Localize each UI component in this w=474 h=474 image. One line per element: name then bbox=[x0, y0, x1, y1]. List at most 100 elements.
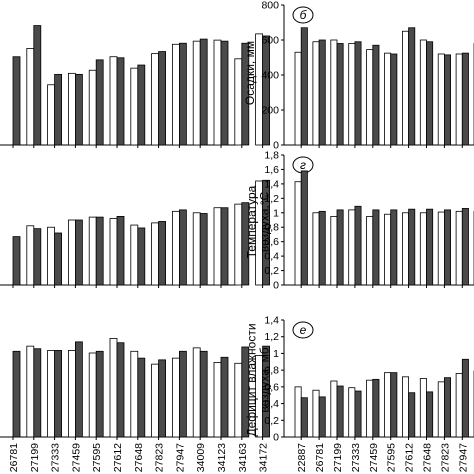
y-tick-label: 1,8 bbox=[264, 150, 279, 162]
bar-light bbox=[213, 39, 222, 146]
bar-dark bbox=[137, 64, 146, 146]
bar-light bbox=[130, 350, 139, 438]
y-tick-label: 0 bbox=[273, 432, 279, 444]
bar-dark bbox=[33, 228, 42, 286]
y-tick-label: 0,8 bbox=[264, 365, 279, 377]
bar-dark bbox=[116, 215, 125, 286]
x-tick-label: 27612 bbox=[112, 443, 124, 472]
x-tick-label: 27612 bbox=[404, 443, 416, 472]
bar-light bbox=[312, 41, 320, 146]
y-tick-label: 0,2 bbox=[264, 265, 279, 277]
bar-light bbox=[294, 386, 302, 438]
bar-light bbox=[26, 225, 35, 286]
bar-light bbox=[455, 373, 463, 438]
bar-dark bbox=[116, 57, 125, 146]
bar-dark bbox=[372, 44, 380, 146]
y-tick-label: 1,4 bbox=[264, 315, 279, 327]
x-tick-label: 27333 bbox=[350, 443, 362, 472]
bar-light bbox=[384, 52, 392, 146]
bar-dark bbox=[461, 52, 469, 146]
bar-light bbox=[130, 224, 139, 286]
bar-light bbox=[234, 58, 243, 146]
bar-light bbox=[68, 350, 76, 438]
y-tick-label: 0,8 bbox=[264, 222, 279, 234]
bar-dark bbox=[54, 232, 62, 286]
bar-light bbox=[130, 67, 139, 146]
bar-light bbox=[419, 212, 427, 286]
bar-dark bbox=[408, 208, 416, 286]
bar-dark bbox=[116, 342, 125, 438]
bar-dark bbox=[426, 391, 434, 438]
bar-light bbox=[348, 43, 356, 146]
bar-dark bbox=[354, 205, 362, 286]
bar-dark bbox=[199, 350, 208, 438]
y-tick-label: 1,2 bbox=[264, 331, 279, 343]
bar-light bbox=[213, 207, 222, 286]
bar-dark bbox=[137, 227, 146, 286]
bar-light bbox=[348, 209, 356, 286]
x-tick-label: 27459 bbox=[70, 443, 82, 472]
bar-dark bbox=[408, 27, 416, 146]
x-tick-label: 34123 bbox=[216, 443, 228, 472]
bar-dark bbox=[220, 207, 229, 286]
x-tick-label: 27595 bbox=[91, 443, 103, 472]
bar-light bbox=[384, 213, 392, 286]
bar-light bbox=[26, 48, 35, 146]
bar-dark bbox=[199, 38, 208, 146]
bar-dark bbox=[54, 73, 62, 146]
bar-dark bbox=[318, 396, 326, 438]
x-tick-label: 27333 bbox=[50, 443, 62, 472]
x-tick-label: 27947 bbox=[174, 443, 186, 472]
bar-dark bbox=[95, 59, 104, 146]
bar-light bbox=[437, 381, 445, 438]
y-tick-label: 200 bbox=[261, 105, 279, 117]
y-tick-label: 1,6 bbox=[264, 164, 279, 176]
bar-light bbox=[366, 215, 374, 286]
bar-dark bbox=[33, 348, 42, 438]
chart-panel-left-middle bbox=[0, 179, 271, 288]
bar-light bbox=[213, 362, 222, 438]
x-tick-label: 27947 bbox=[457, 443, 469, 472]
bar-dark bbox=[408, 392, 416, 438]
bar-dark bbox=[300, 27, 308, 146]
x-tick-label: 27648 bbox=[133, 443, 145, 472]
chart-panel-right-top: 0 200 400 600 800 Осадки, мм б bbox=[243, 0, 474, 152]
bar-dark bbox=[158, 51, 167, 146]
bar-light bbox=[171, 357, 180, 438]
bar-dark bbox=[220, 356, 229, 438]
bar-dark bbox=[75, 341, 83, 438]
bar-dark bbox=[262, 179, 271, 286]
y-axis-label: Температура bbox=[245, 185, 259, 258]
x-tick-label: 26781 bbox=[8, 443, 20, 472]
bar-light bbox=[171, 43, 180, 146]
bar-dark bbox=[199, 213, 208, 286]
bar-light bbox=[88, 69, 97, 146]
bar-dark bbox=[390, 372, 398, 438]
bar-light bbox=[455, 53, 463, 146]
x-tick-label: 27648 bbox=[422, 443, 434, 472]
x-tick-label: 27595 bbox=[386, 443, 398, 472]
bar-light bbox=[26, 345, 35, 438]
bar-light bbox=[88, 216, 97, 286]
bar-light bbox=[401, 30, 409, 146]
bar-light bbox=[234, 203, 243, 286]
bar-light bbox=[294, 51, 302, 146]
bar-dark bbox=[220, 40, 229, 146]
bar-light bbox=[47, 226, 55, 286]
bar-dark bbox=[241, 42, 250, 146]
panel-label-circle bbox=[292, 321, 314, 339]
bar-light bbox=[151, 363, 160, 438]
y-tick-label: 1,4 bbox=[264, 178, 279, 190]
x-tick-label: 22887 bbox=[296, 443, 308, 472]
bar-light bbox=[109, 218, 118, 286]
y-tick-label: 1 bbox=[273, 348, 279, 360]
bar-dark bbox=[54, 350, 62, 438]
bar-light bbox=[88, 352, 97, 438]
bar-light bbox=[366, 379, 374, 438]
chart-panel-left-top bbox=[0, 25, 271, 148]
bar-light bbox=[419, 378, 427, 438]
bar-dark bbox=[336, 43, 344, 146]
x-tick-label: 27823 bbox=[154, 443, 166, 472]
x-tick-label: 27459 bbox=[368, 443, 380, 472]
panel-label: е bbox=[300, 323, 307, 337]
